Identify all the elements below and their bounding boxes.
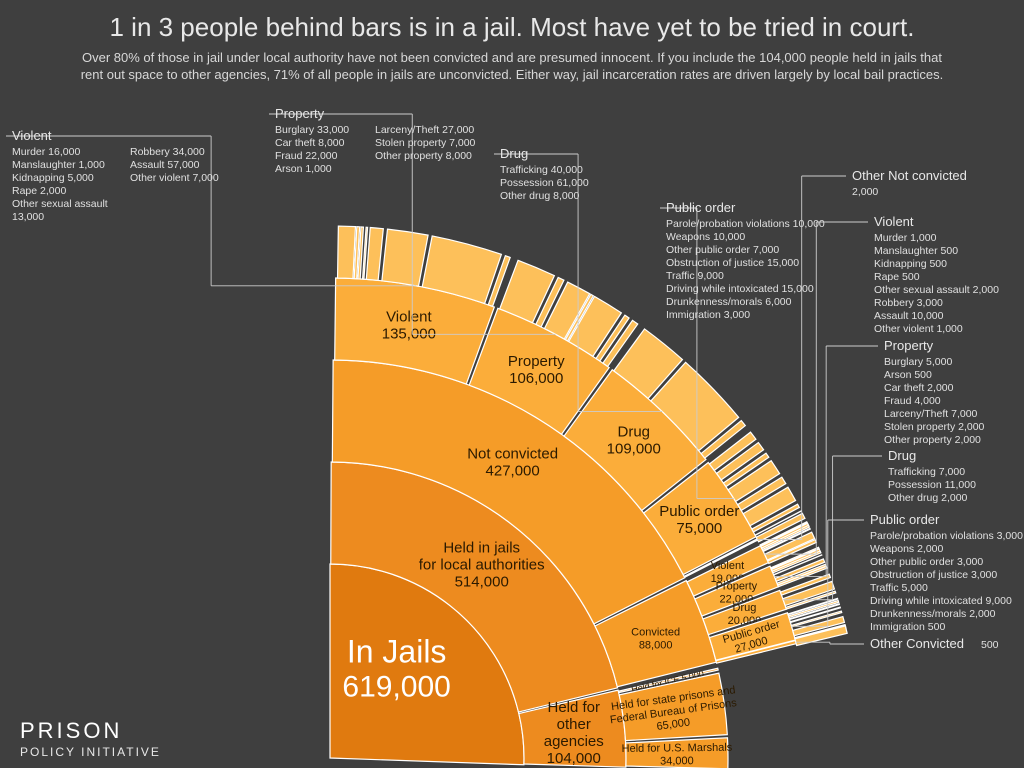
anno-cv-o: Other public order 3,000 xyxy=(870,556,983,568)
anno-cv-o: Weapons 2,000 xyxy=(870,543,944,555)
anno-cv-o: Immigration 500 xyxy=(870,621,945,633)
anno-cv-d: Possession 11,000 xyxy=(888,479,976,491)
anno-cv-o: Parole/probation violations 3,000 xyxy=(870,530,1023,542)
anno-nc-p: Other property 8,000 xyxy=(375,150,472,162)
anno-nc-p: Larceny/Theft 27,000 xyxy=(375,124,474,136)
anno-val-cv-x: 500 xyxy=(981,639,999,651)
anno-head-nc-o: Public order xyxy=(666,200,736,215)
label-nc-p: Property xyxy=(508,353,565,370)
logo-line2: POLICY INITIATIVE xyxy=(20,745,161,759)
label-cv-d: Drug xyxy=(733,602,757,614)
label-local: for local authorities xyxy=(419,557,545,574)
anno-nc-p: Car theft 8,000 xyxy=(275,137,345,149)
label-nc-o: 75,000 xyxy=(676,520,722,537)
label-cv: Convicted xyxy=(631,627,680,639)
anno-cv-v: Manslaughter 500 xyxy=(874,245,958,257)
anno-cv-o: Driving while intoxicated 9,000 xyxy=(870,595,1012,607)
chart-subtitle: Over 80% of those in jail under local au… xyxy=(82,50,942,65)
root-value: 619,000 xyxy=(342,671,450,704)
anno-nc-v: Other violent 7,000 xyxy=(130,172,219,184)
anno-cv-v: Rape 500 xyxy=(874,271,920,283)
anno-cv-v: Kidnapping 500 xyxy=(874,258,947,270)
label-usm: Held for U.S. Marshals xyxy=(622,742,733,755)
label-cv: 88,000 xyxy=(639,640,673,652)
anno-nc-d: Trafficking 40,000 xyxy=(500,164,583,176)
anno-nc-o: Driving while intoxicated 15,000 xyxy=(666,283,814,295)
label-nc-p: 106,000 xyxy=(509,370,563,387)
anno-head-nc-v: Violent xyxy=(12,128,52,143)
label-other: agencies xyxy=(544,733,604,750)
anno-nc-p: Fraud 22,000 xyxy=(275,150,338,162)
anno-nc-p: Burglary 33,000 xyxy=(275,124,349,136)
anno-head-cv-x: Other Convicted xyxy=(870,636,964,651)
anno-nc-v: Robbery 34,000 xyxy=(130,146,205,158)
anno-cv-v: Other sexual assault 2,000 xyxy=(874,284,999,296)
label-other: Held for xyxy=(548,699,601,716)
anno-cv-o: Traffic 5,000 xyxy=(870,582,928,594)
anno-nc-d: Possession 61,000 xyxy=(500,177,589,189)
anno-nc-o: Obstruction of justice 15,000 xyxy=(666,257,799,269)
chart-subtitle: rent out space to other agencies, 71% of… xyxy=(81,67,944,82)
label-nc-v: Violent xyxy=(386,309,432,326)
label-local: 514,000 xyxy=(455,574,509,591)
label-nc: 427,000 xyxy=(486,462,540,479)
anno-nc-v: Rape 2,000 xyxy=(12,185,66,197)
anno-head-nc-d: Drug xyxy=(500,146,528,161)
anno-nc-o: Immigration 3,000 xyxy=(666,309,750,321)
anno-nc-v: Manslaughter 1,000 xyxy=(12,159,105,171)
anno-cv-v: Other violent 1,000 xyxy=(874,323,963,335)
label-cv-v: Violent xyxy=(711,560,744,572)
chart-title: 1 in 3 people behind bars is in a jail. … xyxy=(109,12,914,42)
label-local: Held in jails xyxy=(443,540,520,557)
anno-nc-d: Other drug 8,000 xyxy=(500,190,580,202)
anno-cv-p: Car theft 2,000 xyxy=(884,382,954,394)
label-nc-d: 109,000 xyxy=(607,441,661,458)
label-usm: 34,000 xyxy=(660,755,694,767)
label-other: other xyxy=(557,716,591,733)
label-nc-o: Public order xyxy=(659,503,739,520)
anno-cv-d: Other drug 2,000 xyxy=(888,492,968,504)
label-nc-d: Drug xyxy=(618,424,651,441)
anno-nc-p: Stolen property 7,000 xyxy=(375,137,476,149)
anno-nc-o: Drunkenness/morals 6,000 xyxy=(666,296,792,308)
anno-cv-v: Assault 10,000 xyxy=(874,310,944,322)
anno-nc-p: Arson 1,000 xyxy=(275,163,332,175)
anno-cv-d: Trafficking 7,000 xyxy=(888,466,965,478)
label-cv-p: Property xyxy=(716,580,758,592)
anno-head-cv-d: Drug xyxy=(888,448,916,463)
anno-head-cv-o: Public order xyxy=(870,512,940,527)
anno-nc-o: Other public order 7,000 xyxy=(666,244,779,256)
anno-cv-v: Robbery 3,000 xyxy=(874,297,943,309)
root-label: In Jails xyxy=(347,634,447,670)
anno-nc-v: Assault 57,000 xyxy=(130,159,200,171)
anno-nc-v: 13,000 xyxy=(12,211,44,223)
anno-cv-p: Other property 2,000 xyxy=(884,434,981,446)
anno-cv-o: Obstruction of justice 3,000 xyxy=(870,569,997,581)
label-nc: Not convicted xyxy=(467,445,558,462)
logo-line1: PRISON xyxy=(20,718,122,743)
anno-nc-v: Murder 16,000 xyxy=(12,146,80,158)
anno-cv-p: Burglary 5,000 xyxy=(884,356,952,368)
seg-nc-v-0 xyxy=(338,226,356,278)
anno-nc-v: Kidnapping 5,000 xyxy=(12,172,94,184)
anno-head-nc-x: Other Not convicted xyxy=(852,168,967,183)
anno-nc-v: Other sexual assault xyxy=(12,198,108,210)
anno-cv-p: Stolen property 2,000 xyxy=(884,421,985,433)
anno-cv-p: Larceny/Theft 7,000 xyxy=(884,408,978,420)
label-other: 104,000 xyxy=(547,750,601,767)
jail-sunburst-chart: 1 in 3 people behind bars is in a jail. … xyxy=(0,0,1024,768)
anno-nc-o: Parole/probation violations 10,000 xyxy=(666,218,825,230)
anno-cv-p: Fraud 4,000 xyxy=(884,395,941,407)
anno-nc-x: 2,000 xyxy=(852,186,878,198)
anno-cv-p: Arson 500 xyxy=(884,369,932,381)
anno-head-cv-p: Property xyxy=(884,338,934,353)
anno-head-cv-v: Violent xyxy=(874,214,914,229)
anno-cv-v: Murder 1,000 xyxy=(874,232,937,244)
anno-head-nc-p: Property xyxy=(275,106,325,121)
anno-nc-o: Weapons 10,000 xyxy=(666,231,745,243)
anno-cv-o: Drunkenness/morals 2,000 xyxy=(870,608,996,620)
anno-nc-o: Traffic 9,000 xyxy=(666,270,724,282)
